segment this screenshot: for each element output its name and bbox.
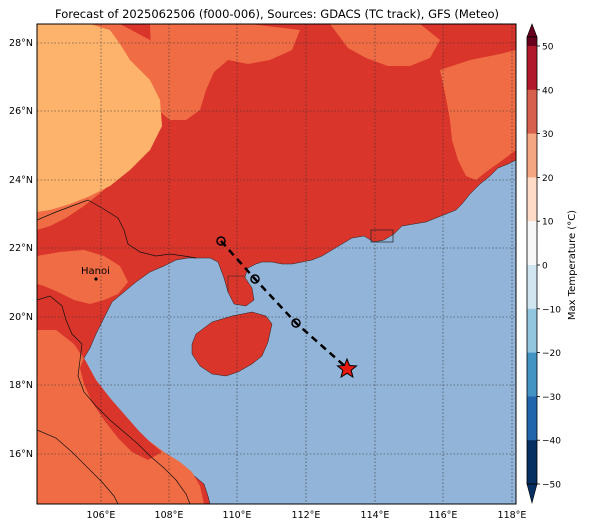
colorbar-segment (527, 133, 537, 178)
tc-track-point (250, 274, 260, 284)
colorbar-segment (527, 440, 537, 485)
lat-tick-label: 26°N (9, 106, 33, 117)
lon-tick-label: 112°E (292, 510, 321, 521)
colorbar-top-extend (526, 23, 538, 38)
colorbar-tick-label: −40 (542, 437, 561, 447)
lon-tick-label: 116°E (429, 510, 458, 521)
colorbar-tick-label: −10 (542, 305, 561, 315)
colorbar-segment (527, 37, 537, 46)
colorbar-segment (527, 221, 537, 266)
lat-tick-label: 22°N (9, 243, 33, 254)
country-border (37, 199, 197, 259)
city-marker-hanoi (94, 277, 98, 281)
colorbar-tick-label: 10 (542, 218, 554, 228)
colorbar-segment (527, 396, 537, 441)
map-gridlines (37, 24, 516, 504)
colorbar-segments (527, 37, 537, 485)
lon-tick-label: 106°E (87, 510, 116, 521)
figure-title: Forecast of 2025062506 (f000-006), Sourc… (55, 7, 499, 21)
lon-tick-labels: 106°E 108°E 110°E 112°E 114°E 116°E 118°… (87, 510, 527, 521)
land-hot-vietnam-strip (80, 358, 162, 460)
colorbar-segment (527, 177, 537, 222)
tc-track-point (216, 236, 226, 246)
country-border-laos (37, 295, 191, 504)
lat-tick-label: 28°N (9, 38, 33, 49)
colorbar-tick-label: 20 (542, 174, 554, 184)
colorbar-ticks: 50 40 30 20 10 0 −10 −20 −30 −40 −50 (537, 43, 561, 491)
country-border-south (37, 429, 119, 504)
tc-track-line (220, 240, 348, 369)
map-frame (36, 23, 517, 505)
colorbar-bottom-extend (526, 483, 538, 505)
land-hainan (191, 311, 273, 377)
land-leizhou (227, 275, 255, 307)
lon-tick-label: 114°E (361, 510, 390, 521)
land-warm-hanoi-band (37, 250, 128, 304)
city-label-hanoi: Hanoi (81, 266, 110, 277)
colorbar: 50 40 30 20 10 0 −10 −20 −30 −40 −50 Max Temperatu… (526, 23, 578, 505)
lon-tick-label: 118°E (498, 510, 527, 521)
colorbar-tick-label: 50 (542, 43, 554, 53)
colorbar-segment (527, 265, 537, 310)
lat-tick-label: 16°N (9, 449, 33, 460)
lat-tick-labels: 28°N 26°N 24°N 22°N 20°N 18°N 16°N (9, 38, 33, 460)
colorbar-tick-label: −30 (542, 393, 561, 403)
colorbar-tick-label: −50 (542, 481, 561, 491)
colorbar-segment (527, 308, 537, 354)
land-warm-northeast (330, 24, 440, 66)
lat-tick-label: 18°N (9, 380, 33, 391)
land-warm-north (150, 24, 300, 120)
map-panel (37, 24, 516, 504)
colorbar-label: Max Temperature (°C) (567, 210, 578, 320)
land-warm-east (440, 50, 516, 180)
lon-tick-label: 108°E (155, 510, 184, 521)
colorbar-frame (526, 36, 538, 485)
colorbar-segment (527, 46, 537, 91)
colorbar-tick-label: 30 (542, 130, 554, 140)
lat-tick-label: 20°N (9, 312, 33, 323)
colorbar-tick-label: 40 (542, 86, 554, 96)
colorbar-tick-label: −20 (542, 349, 561, 359)
hong-kong-outline (370, 229, 394, 243)
lat-tick-label: 24°N (9, 175, 33, 186)
land-mild-northwest (37, 24, 162, 212)
colorbar-segment (527, 352, 537, 397)
lon-tick-label: 110°E (223, 510, 252, 521)
tc-current-position-star-icon (336, 357, 358, 379)
colorbar-segment (527, 89, 537, 135)
tc-track-point (291, 318, 301, 328)
colorbar-tick-label: 0 (542, 262, 548, 272)
